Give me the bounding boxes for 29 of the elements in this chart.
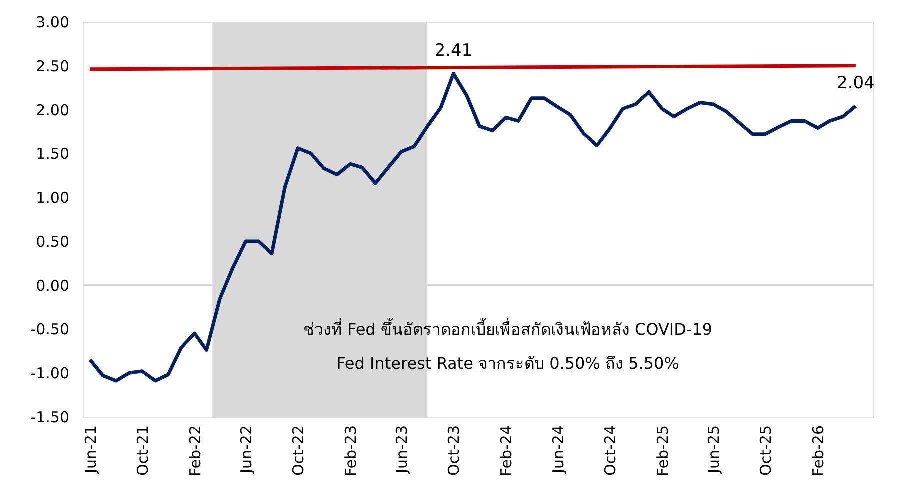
x-tick-label: Jun-22: [237, 426, 256, 474]
x-tick-label: Jun-23: [393, 426, 412, 474]
y-tick-label: 1.00: [36, 189, 70, 208]
y-tick-label: 3.00: [36, 14, 70, 32]
annotation: Fed Interest Rate จากระดับ 0.50% ถึง 5.50%: [336, 354, 680, 373]
x-tick-label: Feb-24: [498, 426, 516, 477]
y-tick-label: 0.00: [36, 276, 70, 295]
y-tick-label: 2.50: [36, 57, 70, 76]
data-label: 2.04: [837, 73, 875, 94]
x-tick-label: Jun-21: [82, 426, 100, 474]
y-tick-label: -1.50: [30, 408, 70, 426]
x-tick-label: Oct-24: [601, 426, 620, 476]
y-tick-label: 1.50: [36, 145, 70, 164]
y-tick-label: 2.00: [36, 101, 70, 120]
x-tick-label: Jun-25: [704, 426, 723, 474]
x-tick-label: Oct-21: [134, 426, 152, 476]
x-tick-label: Feb-26: [809, 426, 828, 477]
y-tick-label: -0.50: [30, 320, 70, 339]
x-tick-label: Oct-25: [757, 426, 776, 476]
data-label: 2.41: [434, 40, 473, 61]
y-tick-label: 0.50: [36, 232, 70, 251]
y-tick-label: -1.00: [30, 364, 70, 383]
x-tick-label: Feb-22: [186, 426, 204, 477]
x-tick-label: Oct-22: [289, 426, 308, 476]
x-tick-label: Oct-23: [445, 426, 464, 476]
x-tick-label: Feb-23: [342, 426, 360, 477]
x-tick-label: Feb-25: [654, 426, 672, 477]
annotation: ช่วงที่ Fed ขึ้นอัตราดอกเบี้ยเพื่อสกัดเงินเฟ้อหลัง COVID-19: [303, 318, 713, 339]
x-tick-label: Jun-24: [549, 426, 568, 474]
